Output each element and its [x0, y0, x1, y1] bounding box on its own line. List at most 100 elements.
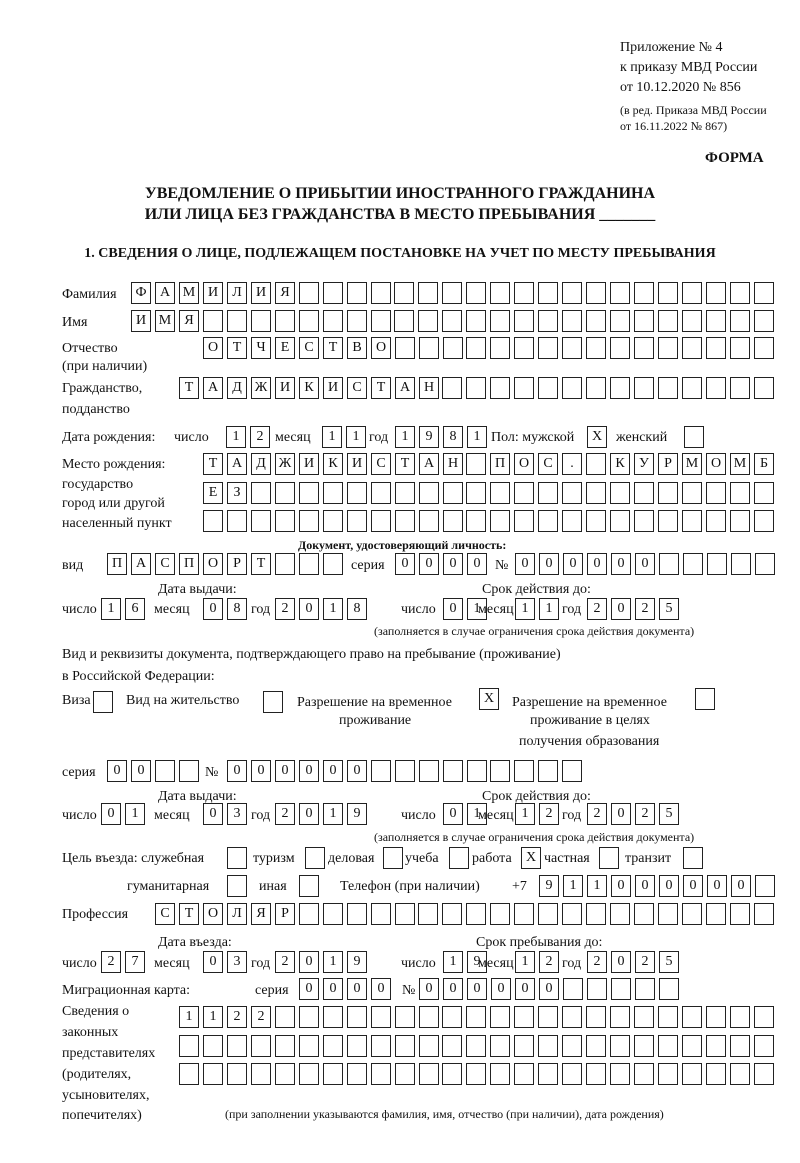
char-box-stay-year[interactable]: 0	[611, 951, 631, 973]
char-box-mig-number[interactable]	[635, 978, 655, 1000]
checkbox-p-study[interactable]	[449, 847, 469, 869]
char-box-reps1[interactable]	[442, 1006, 462, 1028]
char-box-rf-number[interactable]	[538, 760, 558, 782]
char-box-name[interactable]	[299, 310, 319, 332]
char-box-mig-number[interactable]: 0	[443, 978, 463, 1000]
char-box-doc-number[interactable]	[731, 553, 751, 575]
char-box-reps1[interactable]: 2	[251, 1006, 271, 1028]
char-box-doc-valid-year[interactable]: 2	[587, 598, 607, 620]
char-box-pob3[interactable]	[371, 510, 391, 532]
char-box-pob2[interactable]	[562, 482, 582, 504]
char-box-patronymic[interactable]: С	[299, 337, 319, 359]
char-box-patronymic[interactable]	[490, 337, 510, 359]
char-box-pob1[interactable]: Д	[251, 453, 271, 475]
char-box-citizenship[interactable]	[706, 377, 726, 399]
char-box-reps1[interactable]	[419, 1006, 439, 1028]
char-box-doc-number[interactable]: 0	[539, 553, 559, 575]
char-box-reps3[interactable]	[538, 1063, 558, 1085]
char-box-rf-number[interactable]	[395, 760, 415, 782]
char-box-rf-series[interactable]: 0	[107, 760, 127, 782]
char-box-surname[interactable]: М	[179, 282, 199, 304]
char-box-surname[interactable]	[562, 282, 582, 304]
char-box-rf-issue-day[interactable]: 1	[125, 803, 145, 825]
char-box-doc-issue-year[interactable]: 8	[347, 598, 367, 620]
char-box-patronymic[interactable]	[658, 337, 678, 359]
char-box-pob3[interactable]	[395, 510, 415, 532]
char-box-entry-month[interactable]: 0	[203, 951, 223, 973]
char-box-phone[interactable]: 0	[635, 875, 655, 897]
char-box-citizenship[interactable]	[754, 377, 774, 399]
char-box-surname[interactable]	[418, 282, 438, 304]
char-box-pob1[interactable]: О	[514, 453, 534, 475]
char-box-profession[interactable]: О	[203, 903, 223, 925]
char-box-pob2[interactable]	[275, 482, 295, 504]
char-box-pob1[interactable]: П	[490, 453, 510, 475]
char-box-doc-kind[interactable]: Т	[251, 553, 271, 575]
char-box-mig-number[interactable]: 0	[539, 978, 559, 1000]
char-box-doc-kind[interactable]: О	[203, 553, 223, 575]
char-box-citizenship[interactable]: К	[299, 377, 319, 399]
char-box-profession[interactable]	[466, 903, 486, 925]
checkbox-rf-rvp[interactable]: X	[479, 688, 499, 710]
char-box-mig-number[interactable]	[611, 978, 631, 1000]
char-box-pob3[interactable]	[466, 510, 486, 532]
char-box-pob1[interactable]	[586, 453, 606, 475]
char-box-pob2[interactable]	[754, 482, 774, 504]
char-box-phone[interactable]: 0	[683, 875, 703, 897]
char-box-reps1[interactable]	[730, 1006, 750, 1028]
char-box-pob1[interactable]: О	[706, 453, 726, 475]
checkbox-p-work[interactable]: X	[521, 847, 541, 869]
char-box-mig-series[interactable]: 0	[299, 978, 319, 1000]
char-box-doc-series[interactable]: 0	[419, 553, 439, 575]
char-box-pob3[interactable]	[658, 510, 678, 532]
char-box-surname[interactable]	[299, 282, 319, 304]
char-box-name[interactable]	[347, 310, 367, 332]
char-box-stay-day[interactable]: 1	[443, 951, 463, 973]
char-box-rf-issue-month[interactable]: 0	[203, 803, 223, 825]
char-box-patronymic[interactable]: Е	[275, 337, 295, 359]
char-box-reps2[interactable]	[754, 1035, 774, 1057]
char-box-rf-number[interactable]	[514, 760, 534, 782]
char-box-pob1[interactable]: Р	[658, 453, 678, 475]
char-box-patronymic[interactable]: Т	[323, 337, 343, 359]
char-box-patronymic[interactable]	[754, 337, 774, 359]
char-box-rf-valid-year[interactable]: 0	[611, 803, 631, 825]
char-box-rf-issue-year[interactable]: 1	[323, 803, 343, 825]
char-box-reps3[interactable]	[514, 1063, 534, 1085]
char-box-entry-day[interactable]: 7	[125, 951, 145, 973]
char-box-pob1[interactable]: К	[323, 453, 343, 475]
char-box-profession[interactable]: Я	[251, 903, 271, 925]
char-box-reps2[interactable]	[442, 1035, 462, 1057]
char-box-patronymic[interactable]	[562, 337, 582, 359]
char-box-surname[interactable]	[323, 282, 343, 304]
char-box-pob1[interactable]: А	[419, 453, 439, 475]
char-box-surname[interactable]	[347, 282, 367, 304]
char-box-reps2[interactable]	[466, 1035, 486, 1057]
char-box-doc-kind[interactable]	[275, 553, 295, 575]
char-box-pob2[interactable]	[682, 482, 702, 504]
char-box-reps1[interactable]	[634, 1006, 654, 1028]
char-box-phone[interactable]: 0	[659, 875, 679, 897]
char-box-rf-number[interactable]	[419, 760, 439, 782]
char-box-name[interactable]	[227, 310, 247, 332]
char-box-pob1[interactable]: .	[562, 453, 582, 475]
char-box-pob2[interactable]	[586, 482, 606, 504]
char-box-pob1[interactable]: С	[371, 453, 391, 475]
char-box-doc-valid-month[interactable]: 1	[515, 598, 535, 620]
char-box-doc-kind[interactable]	[323, 553, 343, 575]
char-box-citizenship[interactable]	[610, 377, 630, 399]
char-box-name[interactable]	[418, 310, 438, 332]
char-box-doc-kind[interactable]: Р	[227, 553, 247, 575]
char-box-reps1[interactable]	[466, 1006, 486, 1028]
char-box-surname[interactable]: И	[203, 282, 223, 304]
char-box-name[interactable]	[562, 310, 582, 332]
char-box-doc-issue-year[interactable]: 1	[323, 598, 343, 620]
char-box-pob1[interactable]: Т	[203, 453, 223, 475]
char-box-entry-year[interactable]: 1	[323, 951, 343, 973]
char-box-name[interactable]	[634, 310, 654, 332]
char-box-profession[interactable]	[347, 903, 367, 925]
char-box-reps1[interactable]: 2	[227, 1006, 247, 1028]
checkbox-rf-rvp-edu[interactable]	[695, 688, 715, 710]
char-box-doc-number[interactable]	[755, 553, 775, 575]
char-box-pob3[interactable]	[514, 510, 534, 532]
